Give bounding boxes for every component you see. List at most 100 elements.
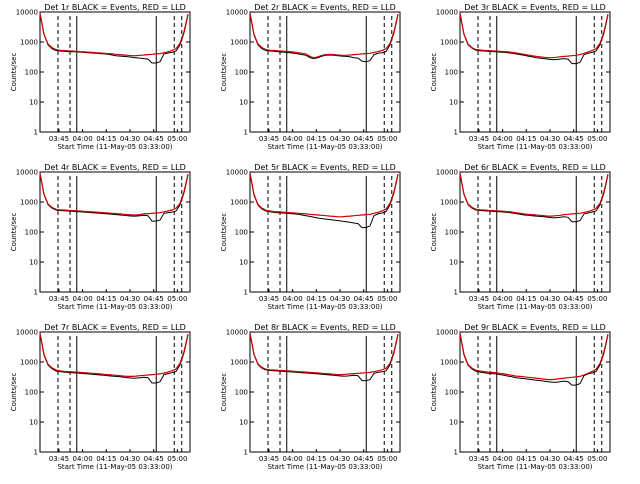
y-tick-label: 100 [235,229,248,237]
x-axis-label: Start Time (11-May-05 03:33:00) [477,303,592,311]
chart-panel-4: Det 4r BLACK = Events, RED = LLD 1 10 100 10… [10,163,191,311]
y-tick-label: 10 [239,99,248,107]
x-tick-label: 04:45 [354,295,374,303]
y-tick-label: 1 [244,129,248,137]
x-tick-label: 04:45 [144,135,164,143]
x-tick-label: 04:00 [283,135,303,143]
x-axis-label: Start Time (11-May-05 03:33:00) [267,143,382,151]
y-tick-label: 100 [445,229,458,237]
lld-series-line [249,13,399,59]
chart-panel-3: Det 3r BLACK = Events, RED = LLD 1 10 100 10… [430,3,611,151]
y-tick-label: 1000 [440,359,458,367]
chart-panel-8: Det 8r BLACK = Events, RED = LLD 1 10 100 10… [220,323,401,471]
y-tick-label: 10 [449,259,458,267]
x-tick-label: 04:15 [96,295,116,303]
x-tick-label: 04:00 [283,295,303,303]
events-series-line [459,333,609,386]
chart-panel-9: Det 9r BLACK = Events, RED = LLD 1 10 100 10… [430,323,611,471]
y-tick-label: 10000 [226,329,248,337]
plot-frame [459,171,611,293]
x-axis-label: Start Time (11-May-05 03:33:00) [57,143,172,151]
x-tick-label: 05:00 [587,455,607,463]
x-tick-label: 04:30 [120,135,140,143]
x-tick-label: 04:00 [73,295,93,303]
x-tick-label: 04:30 [120,455,140,463]
chart-panel-1: Det 1r BLACK = Events, RED = LLD 1 10 100 10… [10,3,191,151]
plot-frame [459,331,611,453]
plot-frame [39,171,191,293]
events-series-line [39,173,189,222]
x-tick-label: 05:00 [167,455,187,463]
y-tick-label: 100 [25,229,38,237]
x-tick-label: 03:45 [259,455,279,463]
y-tick-label: 10 [239,259,248,267]
x-tick-label: 03:45 [49,295,69,303]
y-tick-label: 100 [445,69,458,77]
lld-series-line [249,173,399,218]
plot-frame [249,11,401,133]
x-tick-label: 04:30 [540,295,560,303]
x-tick-label: 03:45 [469,455,489,463]
y-tick-label: 1 [34,289,38,297]
lld-series-line [39,173,189,216]
y-axis-label: Counts/sec [220,53,228,92]
x-tick-label: 05:00 [167,295,187,303]
x-tick-label: 04:45 [564,295,584,303]
events-series-line [39,13,189,64]
x-tick-label: 04:30 [330,135,350,143]
y-tick-label: 1 [454,449,458,457]
x-axis-label: Start Time (11-May-05 03:33:00) [477,143,592,151]
events-series-line [39,333,189,384]
x-tick-label: 03:45 [49,455,69,463]
y-tick-label: 10000 [16,169,38,177]
y-tick-label: 10 [29,259,38,267]
x-tick-label: 04:00 [283,455,303,463]
y-tick-label: 1000 [440,199,458,207]
y-tick-label: 1000 [230,39,248,47]
y-tick-label: 10000 [226,9,248,17]
x-tick-label: 05:00 [377,295,397,303]
x-tick-label: 04:00 [73,455,93,463]
x-tick-label: 03:45 [49,135,69,143]
x-tick-label: 04:45 [564,455,584,463]
events-series-line [249,13,399,63]
x-tick-label: 04:15 [516,135,536,143]
y-tick-label: 10 [29,99,38,107]
y-tick-label: 100 [25,389,38,397]
events-series-line [459,13,609,65]
y-tick-label: 10000 [436,329,458,337]
x-tick-label: 05:00 [377,135,397,143]
y-tick-label: 100 [235,69,248,77]
plot-frame [39,11,191,133]
x-tick-label: 03:45 [259,295,279,303]
plot-frame [459,11,611,133]
x-tick-label: 04:45 [564,135,584,143]
lld-series-line [459,333,609,381]
x-axis-label: Start Time (11-May-05 03:33:00) [267,463,382,471]
x-tick-label: 05:00 [377,455,397,463]
lld-series-line [459,173,609,217]
x-axis-label: Start Time (11-May-05 03:33:00) [57,303,172,311]
chart-panel-6: Det 6r BLACK = Events, RED = LLD 1 10 100 10… [430,163,611,311]
y-tick-label: 10 [29,419,38,427]
y-axis-label: Counts/sec [220,213,228,252]
y-tick-label: 100 [25,69,38,77]
x-tick-label: 04:00 [493,135,513,143]
lld-series-line [39,13,189,57]
chart-panel-2: Det 2r BLACK = Events, RED = LLD 1 10 100 10… [220,3,401,151]
y-tick-label: 1 [34,129,38,137]
y-tick-label: 1000 [230,199,248,207]
chart-panel-5: Det 5r BLACK = Events, RED = LLD 1 10 100 10… [220,163,401,311]
x-tick-label: 04:45 [354,135,374,143]
y-tick-label: 1000 [230,359,248,367]
y-tick-label: 10000 [436,9,458,17]
x-tick-label: 04:45 [144,295,164,303]
plot-frame [249,171,401,293]
x-tick-label: 04:15 [96,455,116,463]
x-tick-label: 04:15 [516,295,536,303]
x-tick-label: 04:45 [354,455,374,463]
y-tick-label: 1000 [20,199,38,207]
x-tick-label: 04:30 [120,295,140,303]
